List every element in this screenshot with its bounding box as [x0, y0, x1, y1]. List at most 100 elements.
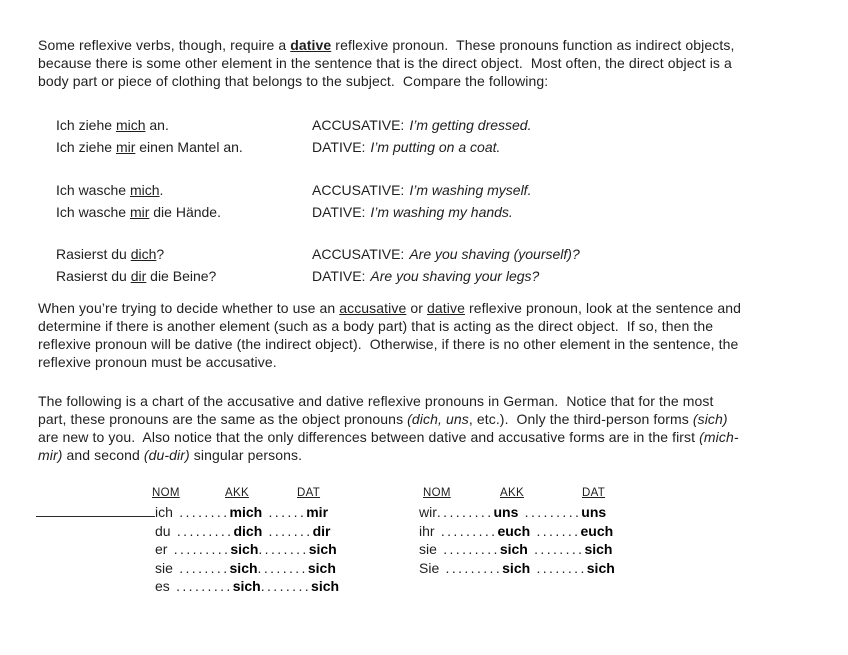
- chart-intro-text-1: The following is a chart of the accusati…: [38, 393, 718, 427]
- german-sentence: Ich ziehe mich an.: [56, 114, 312, 136]
- accusative-form: dich: [233, 522, 263, 539]
- pronoun-row-sie-formal: Sie .........sich ........sich: [419, 559, 615, 578]
- reflexive-pronoun: mir: [129, 204, 150, 220]
- dot-leader: .......: [262, 522, 313, 539]
- accusative-form: uns: [493, 504, 519, 520]
- pronoun-row-es: es .........sich........sich: [155, 577, 339, 596]
- pronoun-row-wir: wir.........uns .........uns: [419, 503, 615, 522]
- german-text: die Beine?: [146, 268, 217, 284]
- german-text: Ich ziehe: [56, 139, 116, 155]
- column-header-akk: AKK: [500, 487, 524, 499]
- german-sentence: Ich ziehe mir einen Mantel an.: [56, 136, 312, 158]
- dot-leader: .........: [169, 578, 233, 594]
- chart-intro-text-5: singular persons.: [189, 447, 303, 463]
- dot-leader: .........: [518, 504, 582, 520]
- example-row: Ich wasche mir die Hände. DATIVE: I’m was…: [56, 201, 531, 223]
- german-text: einen Mantel an.: [135, 139, 243, 155]
- intro-text-1: Some reflexive verbs, though, require a: [38, 37, 291, 53]
- case-label: DATIVE:: [312, 268, 366, 284]
- german-text: Ich ziehe: [56, 117, 116, 133]
- sich-term: (sich): [692, 411, 728, 427]
- dot-leader: .........: [434, 522, 498, 539]
- german-text: Rasierst du: [56, 246, 131, 262]
- dot-leader: ........: [172, 559, 230, 576]
- dot-leader: ........: [258, 541, 309, 557]
- translation: ACCUSATIVE: I’m washing myself.: [312, 179, 531, 201]
- du-dir-term: (du-dir): [143, 447, 190, 463]
- example-pair-washing: Ich wasche mich. ACCUSATIVE: I’m washing …: [56, 179, 531, 223]
- dative-form: dir: [312, 522, 331, 539]
- example-row: Ich wasche mich. ACCUSATIVE: I’m washing …: [56, 179, 531, 201]
- example-pair-dressing: Ich ziehe mich an. ACCUSATIVE: I’m gettin…: [56, 114, 531, 158]
- decide-text-3: reflexive pronoun, look at the sentence …: [38, 300, 745, 370]
- pronoun-row-du: du .........dich .......dir: [155, 522, 339, 541]
- example-row: Ich ziehe mich an. ACCUSATIVE: I’m gettin…: [56, 114, 531, 136]
- nominative: sie: [419, 541, 437, 557]
- nominative: du: [155, 522, 171, 539]
- dative-form: uns: [581, 504, 607, 520]
- accusative-form: sich: [230, 541, 259, 557]
- case-label: ACCUSATIVE:: [312, 117, 405, 133]
- dot-leader: .......: [530, 522, 581, 539]
- example-row: Ich ziehe mir einen Mantel an. DATIVE: I’…: [56, 136, 531, 158]
- reflexive-pronoun: dich: [130, 246, 157, 262]
- example-row: Rasierst du dich? ACCUSATIVE: Are you sha…: [56, 243, 580, 265]
- german-text: ?: [156, 246, 165, 262]
- dative-form: sich: [586, 559, 615, 576]
- chart-intro-text-4: and second: [62, 447, 144, 463]
- case-label: ACCUSATIVE:: [312, 246, 405, 262]
- dative-form: sich: [311, 578, 340, 594]
- plural-pronoun-table: wir.........uns .........uns ihr .......…: [419, 503, 615, 577]
- german-sentence: Rasierst du dir die Beine?: [56, 265, 312, 287]
- english-translation: I’m washing my hands.: [370, 204, 513, 220]
- nominative: er: [155, 541, 168, 557]
- dot-leader: ........: [530, 559, 587, 576]
- chart-intro-text-3: are new to you. Also notice that the onl…: [38, 411, 732, 445]
- nominative: Sie: [419, 559, 440, 576]
- column-header-akk: AKK: [225, 487, 249, 499]
- chart-intro-paragraph: The following is a chart of the accusati…: [38, 392, 743, 464]
- nominative: wir: [419, 504, 437, 520]
- intro-paragraph: Some reflexive verbs, though, require a …: [38, 36, 743, 90]
- nominative: ihr: [419, 522, 435, 539]
- dot-leader: .........: [436, 504, 494, 520]
- blank-underline: [36, 503, 155, 517]
- dot-leader: ........: [257, 559, 308, 576]
- german-text: .: [159, 182, 164, 198]
- german-sentence: Rasierst du dich?: [56, 243, 312, 265]
- german-sentence: Ich wasche mich.: [56, 179, 312, 201]
- dative-form: mir: [306, 504, 329, 520]
- english-translation: Are you shaving (yourself)?: [409, 246, 580, 262]
- german-text: Ich wasche: [56, 182, 130, 198]
- translation: DATIVE: I’m washing my hands.: [312, 201, 513, 223]
- accusative-term: accusative: [339, 300, 407, 316]
- pronoun-row-sie: sie ........sich........sich: [155, 559, 339, 578]
- column-header-dat: DAT: [582, 487, 606, 499]
- dative-form: sich: [308, 541, 337, 557]
- translation: DATIVE: I’m putting on a coat.: [312, 136, 500, 158]
- column-header-nom: NOM: [423, 487, 451, 499]
- german-text: Rasierst du: [56, 268, 131, 284]
- intro-dative-term: dative: [290, 37, 332, 53]
- english-translation: I’m putting on a coat.: [370, 139, 501, 155]
- case-label: DATIVE:: [312, 204, 366, 220]
- dot-leader: .........: [436, 541, 500, 557]
- german-text: die Hände.: [149, 204, 221, 220]
- dot-leader: ......: [262, 504, 307, 520]
- german-text: Ich wasche: [56, 204, 130, 220]
- german-sentence: Ich wasche mir die Hände.: [56, 201, 312, 223]
- english-translation: I’m washing myself.: [409, 182, 532, 198]
- pronoun-row-ihr: ihr .........euch .......euch: [419, 522, 615, 541]
- dative-form: sich: [307, 559, 336, 576]
- pronoun-row-sie-plural: sie .........sich ........sich: [419, 540, 615, 559]
- pronoun-row-er: er .........sich........sich: [155, 540, 339, 559]
- reflexive-pronoun: mich: [115, 117, 146, 133]
- translation: ACCUSATIVE: Are you shaving (yourself)?: [312, 243, 580, 265]
- english-translation: Are you shaving your legs?: [370, 268, 540, 284]
- dot-leader: ........: [527, 541, 585, 557]
- accusative-form: sich: [502, 559, 531, 576]
- accusative-form: mich: [229, 504, 263, 520]
- nominative: ich: [155, 504, 173, 520]
- singular-pronoun-table: ich ........mich ......mir du .........d…: [155, 503, 339, 596]
